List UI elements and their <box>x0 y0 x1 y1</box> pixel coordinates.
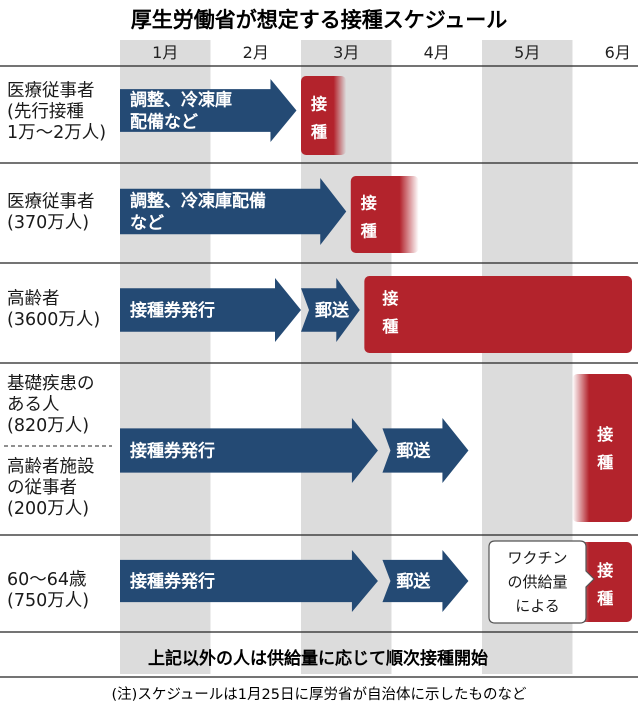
month-label: 2月 <box>243 43 269 62</box>
month-label: 5月 <box>514 43 540 62</box>
vaccination-label: 種 <box>597 589 613 608</box>
month-label: 4月 <box>424 43 450 62</box>
callout-text: ワクチン <box>507 549 567 567</box>
month-label: 3月 <box>333 43 359 62</box>
vaccination-bar <box>572 374 632 522</box>
phase-label: 接種券発行 <box>130 300 215 321</box>
vaccination-label: 接 <box>311 95 327 114</box>
vaccination-label: 種 <box>311 123 327 142</box>
phase-arrow <box>120 79 297 142</box>
footnote: (注)スケジュールは1月25日に厚労省が自治体に示したものなど <box>112 686 527 703</box>
phase-arrow <box>120 178 347 245</box>
vaccination-label: 種 <box>382 317 398 336</box>
month-label: 6月 <box>605 43 631 62</box>
row-label: (370万人) <box>7 213 89 233</box>
footer-text: 上記以外の人は供給量に応じて順次接種開始 <box>148 648 488 669</box>
row-label: (200万人) <box>7 499 89 519</box>
row-label: 医療従事者 <box>7 192 95 212</box>
vaccination-label: 種 <box>361 222 377 241</box>
phase-arrow <box>120 418 378 483</box>
callout-text: による <box>515 597 560 615</box>
phase-label: 調整、冷凍庫配備 <box>130 191 266 212</box>
row-label: (3600万人) <box>7 310 100 330</box>
vaccination-bar <box>350 176 419 253</box>
vaccination-bar <box>572 542 632 622</box>
vaccination-bar <box>364 276 632 353</box>
phase-arrow <box>120 278 301 342</box>
vaccination-label: 接 <box>597 425 613 444</box>
callout-text: の供給量 <box>507 573 567 591</box>
phase-arrow <box>120 550 378 612</box>
vaccination-label: 接 <box>597 561 613 580</box>
row-label: (820万人) <box>7 416 89 436</box>
row-label: の従事者 <box>7 478 77 498</box>
phase-label: 郵送 <box>315 300 350 321</box>
vaccination-label: 接 <box>382 289 398 308</box>
phase-arrow <box>382 418 469 483</box>
row-label: (750万人) <box>7 591 89 611</box>
row-label: 高齢者 <box>7 289 60 309</box>
phase-label: 配備など <box>130 112 198 133</box>
vaccination-bar <box>301 76 347 155</box>
phase-label: 郵送 <box>396 441 431 462</box>
callout-bubble <box>488 540 595 624</box>
month-label: 1月 <box>152 43 178 62</box>
vaccination-label: 種 <box>597 453 613 472</box>
row-label: 医療従事者 <box>7 81 95 101</box>
vaccination-label: 接 <box>361 194 377 213</box>
row-label: 60〜64歳 <box>7 570 87 590</box>
phase-arrow <box>382 550 469 612</box>
phase-label: 接種券発行 <box>130 571 215 592</box>
phase-label: 郵送 <box>396 571 431 592</box>
chart-title: 厚生労働省が想定する接種スケジュール <box>131 8 508 32</box>
row-label: 1万〜2万人) <box>7 123 106 143</box>
phase-arrow <box>301 278 360 342</box>
row-label: (先行接種 <box>7 102 84 122</box>
row-label: 基礎疾患の <box>7 374 95 394</box>
row-label: 高齢者施設 <box>7 457 95 477</box>
phase-label: 接種券発行 <box>130 441 215 462</box>
phase-label: 調整、冷凍庫 <box>130 90 232 111</box>
row-label: ある人 <box>7 395 60 415</box>
phase-label: など <box>130 214 164 234</box>
